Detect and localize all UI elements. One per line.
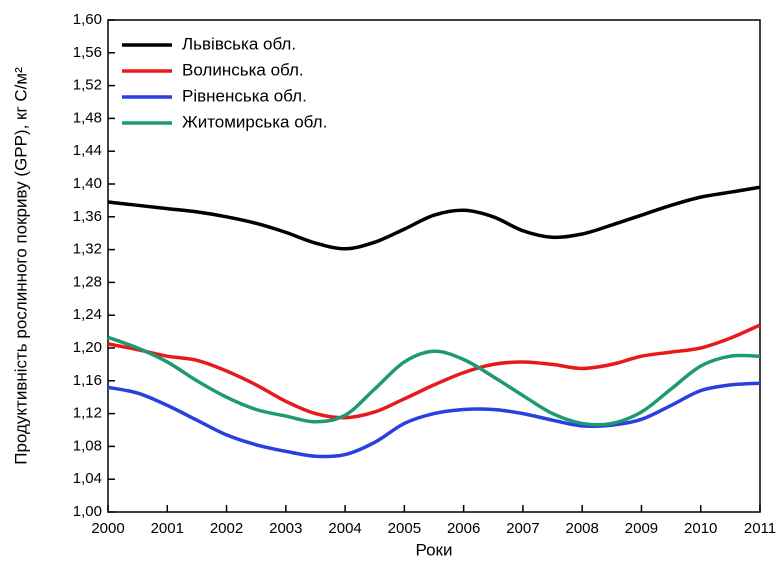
line-series [107, 381, 761, 459]
y-tick-label: 1,56 [73, 44, 102, 61]
legend-label: Житомирська обл. [182, 112, 327, 131]
legend-label: Волинська обл. [182, 60, 304, 79]
x-tick-label: 2003 [269, 520, 302, 537]
y-tick-label: 1,28 [73, 273, 102, 290]
x-tick-label: 2010 [684, 520, 717, 537]
x-tick-label: 2009 [625, 520, 658, 537]
y-axis-label: Продуктивність рослинного покриву (GPP),… [11, 67, 30, 465]
y-tick-label: 1,48 [73, 109, 102, 126]
x-tick-label: 2004 [328, 520, 361, 537]
y-tick-label: 1,52 [73, 77, 102, 94]
y-tick-label: 1,24 [73, 306, 102, 323]
line-series [107, 185, 761, 251]
x-tick-label: 2008 [565, 520, 598, 537]
y-tick-label: 1,20 [73, 339, 102, 356]
y-tick-label: 1,00 [73, 503, 102, 520]
y-tick-label: 1,16 [73, 372, 102, 389]
line-series [107, 335, 761, 427]
x-tick-label: 2002 [210, 520, 243, 537]
x-tick-label: 2005 [388, 520, 421, 537]
x-tick-label: 2011 [744, 520, 776, 537]
x-tick-label: 2006 [447, 520, 480, 537]
line-series [107, 323, 761, 420]
legend-label: Рівненська обл. [182, 86, 307, 105]
y-tick-label: 1,36 [73, 208, 102, 225]
y-tick-label: 1,60 [73, 11, 102, 28]
x-tick-label: 2001 [151, 520, 184, 537]
y-tick-label: 1,44 [73, 142, 102, 159]
x-tick-label: 2007 [506, 520, 539, 537]
plot-frame [107, 19, 761, 513]
legend-label: Львівська обл. [182, 34, 296, 53]
y-tick-label: 1,04 [73, 470, 102, 487]
y-tick-label: 1,40 [73, 175, 102, 192]
x-axis-label: Роки [416, 540, 453, 559]
y-tick-label: 1,12 [73, 405, 102, 422]
y-tick-label: 1,08 [73, 437, 102, 454]
x-tick-label: 2000 [91, 520, 124, 537]
y-tick-label: 1,32 [73, 241, 102, 258]
